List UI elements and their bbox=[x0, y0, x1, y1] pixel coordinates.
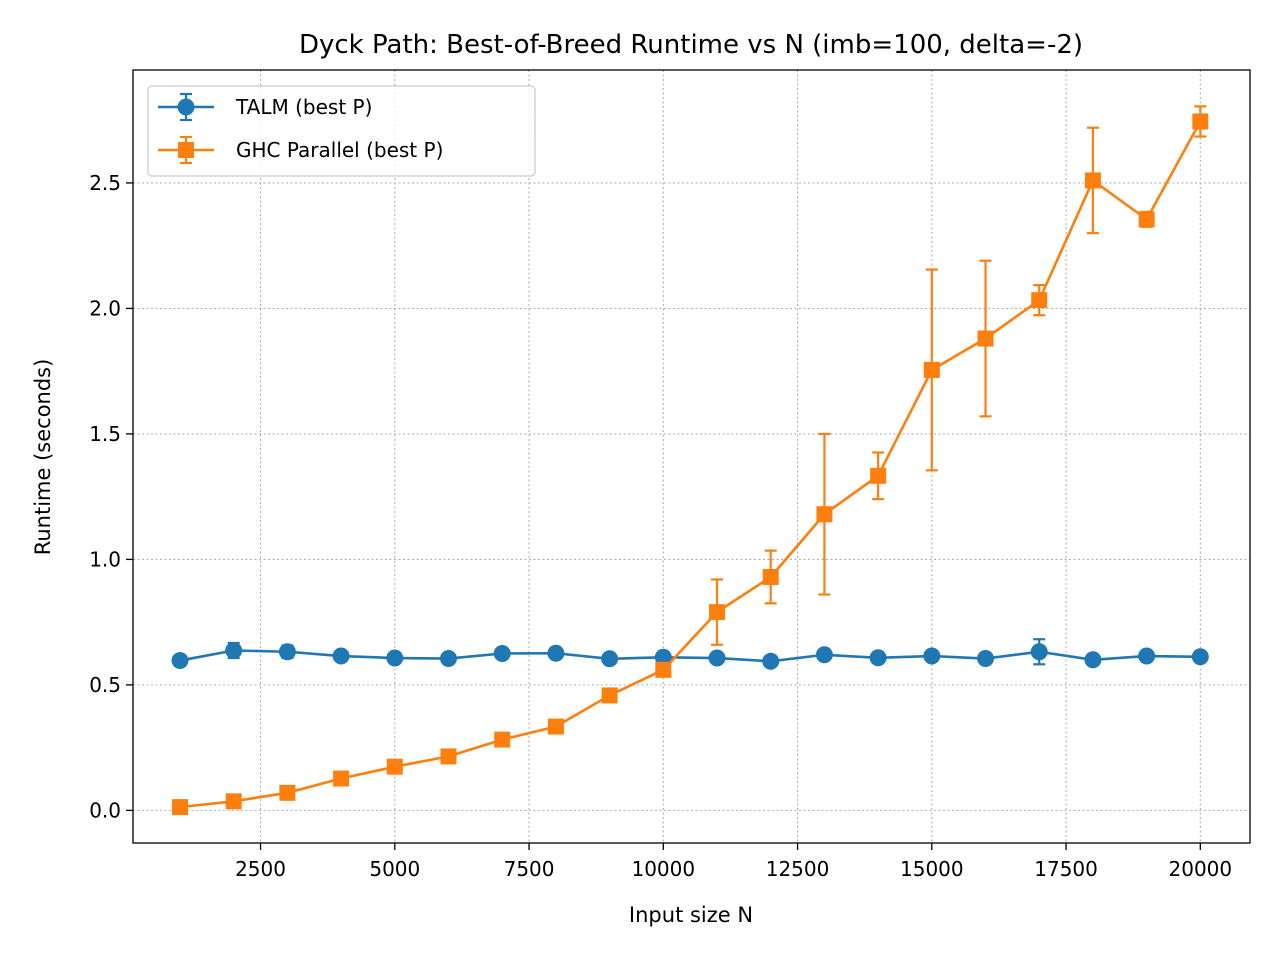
data-point bbox=[708, 649, 726, 667]
y-tick-label: 1.0 bbox=[89, 547, 121, 571]
data-point bbox=[171, 652, 189, 670]
data-point bbox=[1031, 292, 1048, 309]
data-point bbox=[494, 731, 511, 748]
data-point bbox=[278, 643, 296, 661]
y-tick-label: 0.5 bbox=[89, 673, 121, 697]
data-point bbox=[815, 646, 833, 664]
x-tick-label: 5000 bbox=[369, 857, 420, 881]
data-point bbox=[386, 649, 404, 667]
legend-item-1: TALM (best P) bbox=[158, 92, 372, 122]
series-line bbox=[179, 120, 1202, 809]
data-point bbox=[439, 650, 457, 668]
data-point bbox=[923, 647, 941, 665]
data-point bbox=[709, 604, 726, 621]
legend-marker bbox=[177, 98, 195, 116]
x-tick-label: 20000 bbox=[1169, 857, 1233, 881]
data-point bbox=[1030, 643, 1048, 661]
data-point bbox=[762, 568, 779, 585]
data-point bbox=[977, 650, 995, 668]
legend-item-2: GHC Parallel (best P) bbox=[158, 135, 443, 165]
data-point bbox=[977, 330, 994, 347]
plot-area-frame bbox=[132, 69, 1251, 844]
x-tick-label: 7500 bbox=[504, 857, 555, 881]
legend-box bbox=[147, 85, 536, 177]
x-tick-label: 2500 bbox=[235, 857, 286, 881]
data-point bbox=[225, 793, 242, 810]
data-point bbox=[225, 642, 243, 660]
data-point bbox=[332, 647, 350, 665]
plot-series bbox=[171, 105, 1209, 816]
y-tick-label: 0.0 bbox=[89, 798, 121, 822]
x-axis-label: Input size N bbox=[629, 903, 753, 927]
data-point bbox=[923, 361, 940, 378]
data-point bbox=[869, 649, 887, 667]
y-tick-label: 1.5 bbox=[89, 422, 121, 446]
axis-ticks: 2500 5000 7500 10000 12500 15000 17500 20000 0.0… bbox=[89, 171, 1232, 881]
data-point bbox=[601, 650, 619, 668]
data-point bbox=[547, 644, 565, 662]
data-point bbox=[547, 718, 564, 735]
series-line bbox=[179, 649, 1201, 663]
y-tick-label: 2.0 bbox=[89, 296, 121, 320]
legend-marker bbox=[178, 142, 194, 158]
data-point bbox=[1191, 648, 1209, 666]
data-point bbox=[493, 645, 511, 663]
y-tick-label: 2.5 bbox=[89, 171, 121, 195]
x-tick-label: 17500 bbox=[1034, 857, 1098, 881]
data-point bbox=[1138, 647, 1156, 665]
data-point bbox=[333, 770, 350, 787]
data-point bbox=[1192, 113, 1209, 130]
grid bbox=[133, 70, 1250, 843]
series-1 bbox=[171, 638, 1209, 670]
x-tick-label: 10000 bbox=[631, 857, 695, 881]
data-point bbox=[655, 661, 672, 678]
data-point bbox=[870, 467, 887, 484]
data-point bbox=[440, 748, 457, 765]
legend-label: TALM (best P) bbox=[235, 95, 372, 119]
data-point bbox=[1138, 211, 1155, 228]
x-tick-label: 15000 bbox=[900, 857, 964, 881]
data-point bbox=[171, 799, 188, 816]
y-axis-label: Runtime (seconds) bbox=[31, 359, 55, 556]
data-point bbox=[816, 506, 833, 523]
series-2 bbox=[171, 105, 1209, 816]
data-point bbox=[386, 758, 403, 775]
data-point bbox=[654, 648, 672, 666]
data-point bbox=[1084, 651, 1102, 669]
data-point bbox=[762, 652, 780, 670]
legend: TALM (best P) GHC Parallel (best P) bbox=[147, 85, 536, 177]
data-point bbox=[1084, 172, 1101, 189]
data-point bbox=[601, 687, 618, 704]
x-tick-label: 12500 bbox=[766, 857, 830, 881]
chart-title: Dyck Path: Best-of-Breed Runtime vs N (i… bbox=[299, 30, 1083, 60]
data-point bbox=[279, 784, 296, 801]
legend-label: GHC Parallel (best P) bbox=[236, 138, 443, 162]
